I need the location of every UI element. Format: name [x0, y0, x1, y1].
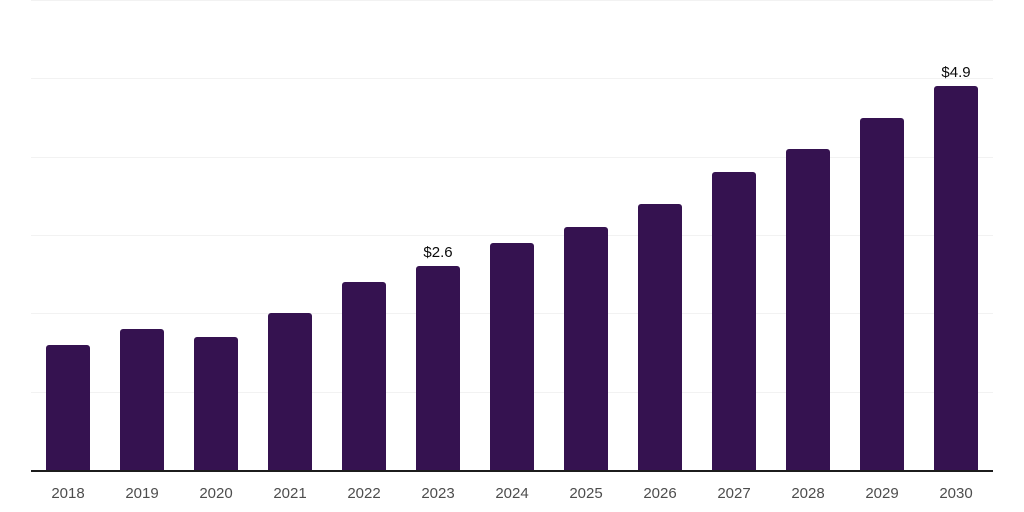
bar-2024: [490, 242, 534, 470]
x-tick-label: 2029: [865, 485, 899, 502]
x-tick-label: 2020: [199, 485, 233, 502]
gridline: [31, 156, 993, 158]
bar-2022: [342, 282, 386, 470]
x-axis-line: [31, 470, 993, 472]
bar-2030: [934, 86, 978, 470]
bar-value-label: $2.6: [423, 244, 453, 262]
gridline: [31, 0, 993, 1]
x-tick-label: 2019: [125, 485, 159, 502]
bar-2027: [712, 172, 756, 470]
gridline: [31, 235, 993, 236]
bar-2029: [860, 117, 904, 470]
x-tick-label: 2022: [347, 485, 381, 502]
x-tick-label: 2021: [273, 485, 307, 502]
x-tick-label: 2025: [569, 485, 603, 502]
bars-layer: $2.6 $4.9: [31, 0, 993, 470]
x-tick-label: 2028: [791, 485, 825, 502]
bar-2028: [786, 148, 830, 470]
bar-value-label: $4.9: [941, 64, 971, 82]
bar-2020: [194, 336, 238, 470]
x-tick-label: 2026: [643, 485, 677, 502]
x-tick-label: 2030: [939, 485, 973, 502]
x-tick-label: 2027: [717, 485, 751, 502]
bar-2019: [120, 329, 164, 470]
x-tick-label: 2018: [51, 485, 85, 502]
x-tick-label: 2024: [495, 485, 529, 502]
x-tick-label: 2023: [421, 485, 455, 502]
bar-2018: [46, 344, 90, 470]
x-axis-labels: 2018 2019 2020 2021 2022 2023 2024 2025 2026 2027…: [31, 485, 993, 502]
bar-2023: [416, 266, 460, 470]
bar-2026: [638, 203, 682, 470]
bar-2025: [564, 227, 608, 470]
bar-2021: [268, 313, 312, 470]
plot-area: $2.6 $4.9: [31, 0, 993, 470]
gridline: [31, 78, 993, 80]
